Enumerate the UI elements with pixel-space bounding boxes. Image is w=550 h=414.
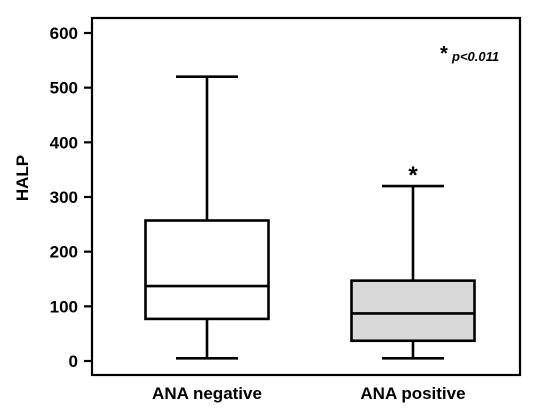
annotation-p-value: p<0.011 bbox=[451, 49, 499, 64]
y-tick-label-500: 500 bbox=[50, 79, 78, 98]
box-ana-negative bbox=[144, 75, 270, 360]
y-tick-label-400: 400 bbox=[50, 133, 78, 152]
y-tick-label-200: 200 bbox=[50, 243, 78, 262]
iqr-box-ana-negative bbox=[144, 219, 270, 321]
y-axis-ticks: 0 100 200 300 400 500 600 bbox=[50, 24, 92, 371]
y-tick-label-100: 100 bbox=[50, 297, 78, 316]
y-axis-label: HALP bbox=[13, 155, 32, 201]
y-tick-label-0: 0 bbox=[69, 352, 78, 371]
annotation-star: * bbox=[440, 43, 448, 65]
y-tick-label-300: 300 bbox=[50, 188, 78, 207]
iqr-box-ana-positive bbox=[350, 279, 476, 343]
x-category-label-ana-negative: ANA negative bbox=[152, 384, 262, 403]
box-ana-positive: * bbox=[350, 162, 476, 360]
x-category-label-ana-positive: ANA positive bbox=[360, 384, 465, 403]
significance-star-ana-positive: * bbox=[408, 162, 418, 189]
box-series: * bbox=[144, 75, 476, 360]
y-tick-label-600: 600 bbox=[50, 24, 78, 43]
